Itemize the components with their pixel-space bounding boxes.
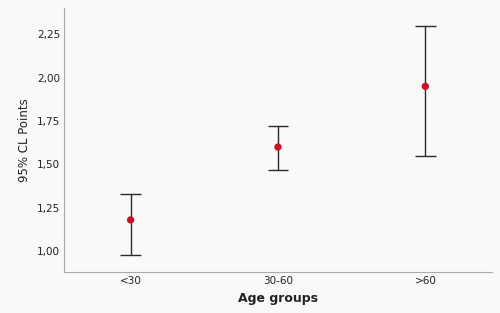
Point <box>274 145 282 150</box>
X-axis label: Age groups: Age groups <box>238 292 318 305</box>
Point <box>126 218 134 223</box>
Y-axis label: 95% CL Points: 95% CL Points <box>18 98 32 182</box>
Point <box>422 84 430 89</box>
